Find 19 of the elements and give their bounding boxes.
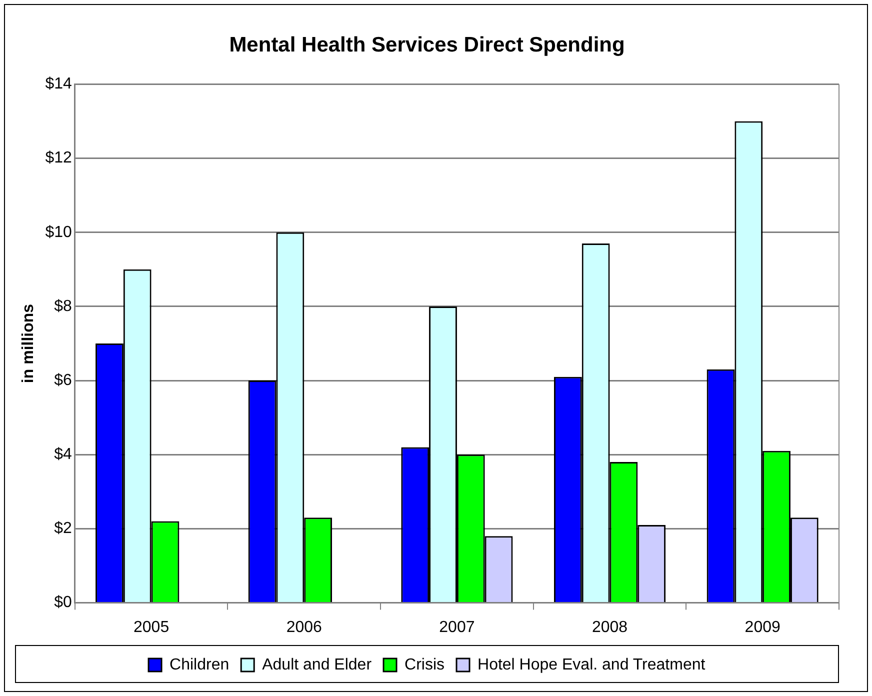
y-axis-title: in millions — [20, 304, 38, 384]
x-tick-label: 2005 — [134, 618, 170, 636]
y-tick-label: $6 — [54, 372, 72, 389]
y-tick-label: $14 — [45, 76, 72, 93]
legend-label: Hotel Hope Eval. and Treatment — [478, 656, 706, 674]
x-tick-label: 2009 — [744, 618, 780, 636]
chart-title: Mental Health Services Direct Spending — [229, 33, 625, 56]
y-tick-label: $0 — [54, 594, 72, 612]
x-tick-label: 2007 — [439, 618, 475, 636]
legend-label: Adult and Elder — [262, 656, 372, 674]
x-tick-label: 2008 — [592, 618, 628, 636]
y-tick-label: $2 — [54, 520, 72, 538]
y-tick-label: $10 — [45, 224, 72, 241]
x-tick-label: 2006 — [286, 618, 322, 636]
y-tick-label: $4 — [54, 446, 72, 464]
y-tick-label: $8 — [54, 298, 72, 315]
legend-label: Crisis — [404, 656, 445, 674]
y-tick-label: $12 — [45, 150, 72, 167]
legend-label: Children — [170, 656, 230, 674]
